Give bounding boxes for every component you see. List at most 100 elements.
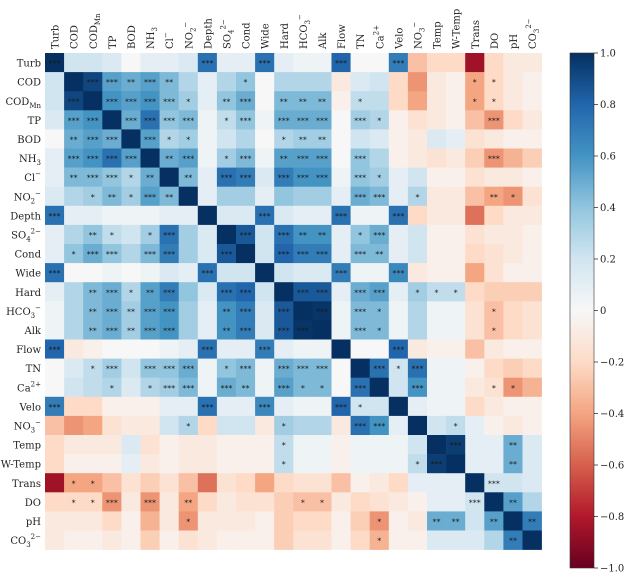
- heatmap-cell: [45, 110, 65, 130]
- row-label: HCO3−: [6, 304, 41, 320]
- column-label: Wide: [261, 23, 272, 49]
- heatmap-cell: [83, 377, 103, 398]
- heatmap-cell: [140, 91, 160, 111]
- heatmap-cell: [522, 511, 542, 531]
- heatmap-cell: [102, 110, 122, 130]
- heatmap-cell: [178, 224, 199, 245]
- heatmap-cell: [331, 205, 351, 226]
- heatmap-cell: [102, 415, 122, 436]
- heatmap-cell: [178, 473, 199, 493]
- significance-mark: *: [320, 384, 324, 393]
- heatmap-cell: [274, 148, 294, 168]
- heatmap-cell: [178, 244, 199, 264]
- column-label: Cond: [242, 22, 253, 49]
- heatmap-cell: [331, 167, 351, 187]
- significance-mark: *: [511, 193, 515, 202]
- heatmap-cell: [503, 530, 523, 550]
- heatmap-cell: [522, 224, 542, 245]
- heatmap-cell: [102, 263, 122, 283]
- heatmap-cell: [503, 301, 523, 321]
- significance-mark: ***: [278, 231, 290, 240]
- heatmap-cell: [197, 511, 218, 531]
- column-label: TP: [108, 35, 119, 49]
- heatmap-cell: [216, 530, 237, 550]
- heatmap-cell: [407, 72, 428, 92]
- heatmap-cell: [446, 415, 466, 436]
- heatmap-cell: [178, 282, 199, 302]
- heatmap-cell: [407, 358, 428, 378]
- column-label: Flow: [337, 24, 348, 49]
- heatmap-cell: [274, 358, 294, 378]
- row-label: Flow: [16, 345, 41, 356]
- heatmap-cell: [465, 377, 485, 398]
- heatmap-cell: [197, 263, 218, 283]
- heatmap-cell: [503, 186, 523, 207]
- heatmap-cell: [216, 377, 237, 398]
- significance-mark: ***: [220, 384, 232, 393]
- heatmap-cell: [407, 244, 428, 264]
- significance-mark: ***: [240, 155, 252, 164]
- heatmap-cell: [446, 454, 466, 474]
- heatmap-cell: [293, 263, 313, 283]
- heatmap-cell: [388, 148, 409, 168]
- heatmap-cell: [197, 186, 218, 207]
- heatmap-cell: [369, 244, 390, 264]
- colorbar-tick-label: 0.4: [600, 203, 616, 214]
- heatmap-cell: [369, 530, 390, 550]
- heatmap-cell: [484, 263, 504, 283]
- heatmap-cell: [178, 72, 199, 92]
- heatmap-cell: [388, 358, 409, 378]
- heatmap-cell: [159, 224, 179, 245]
- colorbar-gradient: [569, 52, 595, 569]
- heatmap-cell: [465, 224, 485, 245]
- heatmap-cell: [236, 530, 256, 550]
- heatmap-cell: [331, 148, 351, 168]
- significance-mark: *: [492, 97, 496, 106]
- column-label: Depth: [203, 18, 214, 49]
- significance-mark: *: [358, 97, 362, 106]
- significance-mark: *: [282, 441, 286, 450]
- heatmap-cell: [45, 473, 65, 493]
- significance-mark: *: [282, 135, 286, 144]
- heatmap-cell: [293, 167, 313, 187]
- significance-mark: **: [299, 135, 307, 144]
- heatmap-cell: [407, 224, 428, 245]
- significance-mark: ***: [87, 135, 99, 144]
- significance-mark: **: [318, 135, 326, 144]
- heatmap-cell: [446, 339, 466, 359]
- heatmap-cell: [350, 224, 370, 245]
- heatmap-cell: [503, 167, 523, 187]
- heatmap-cell: [197, 224, 218, 245]
- heatmap-cell: [274, 53, 294, 73]
- heatmap-cell: [350, 148, 370, 168]
- heatmap-cell: [102, 72, 122, 92]
- heatmap-cell: [427, 435, 447, 455]
- heatmap-cell: [350, 473, 370, 493]
- heatmap-cell: [522, 148, 542, 168]
- heatmap-cell: [102, 224, 122, 245]
- significance-mark: **: [222, 97, 230, 106]
- heatmap-cell: [216, 263, 237, 283]
- significance-mark: *: [435, 288, 439, 297]
- heatmap-cell: [197, 53, 218, 73]
- heatmap-cell: [140, 301, 160, 321]
- heatmap-cell: [331, 129, 351, 149]
- significance-mark: *: [492, 78, 496, 87]
- significance-mark: *: [377, 517, 381, 526]
- heatmap-cell: [427, 244, 447, 264]
- heatmap-cell: [178, 511, 199, 531]
- heatmap-cell: [350, 396, 370, 417]
- heatmap-cell: [350, 339, 370, 359]
- heatmap-cell: [312, 435, 332, 455]
- row-label: Wide: [15, 269, 41, 280]
- heatmap-cell: [427, 396, 447, 417]
- heatmap-cell: [388, 244, 409, 264]
- heatmap-cell: [350, 53, 370, 73]
- heatmap-cell: [503, 91, 523, 111]
- significance-mark: **: [108, 193, 116, 202]
- significance-mark: *: [377, 116, 381, 125]
- heatmap-cell: [522, 205, 542, 226]
- row-label: Trans: [12, 479, 41, 490]
- heatmap-cell: [45, 454, 65, 474]
- significance-mark: *: [167, 135, 171, 144]
